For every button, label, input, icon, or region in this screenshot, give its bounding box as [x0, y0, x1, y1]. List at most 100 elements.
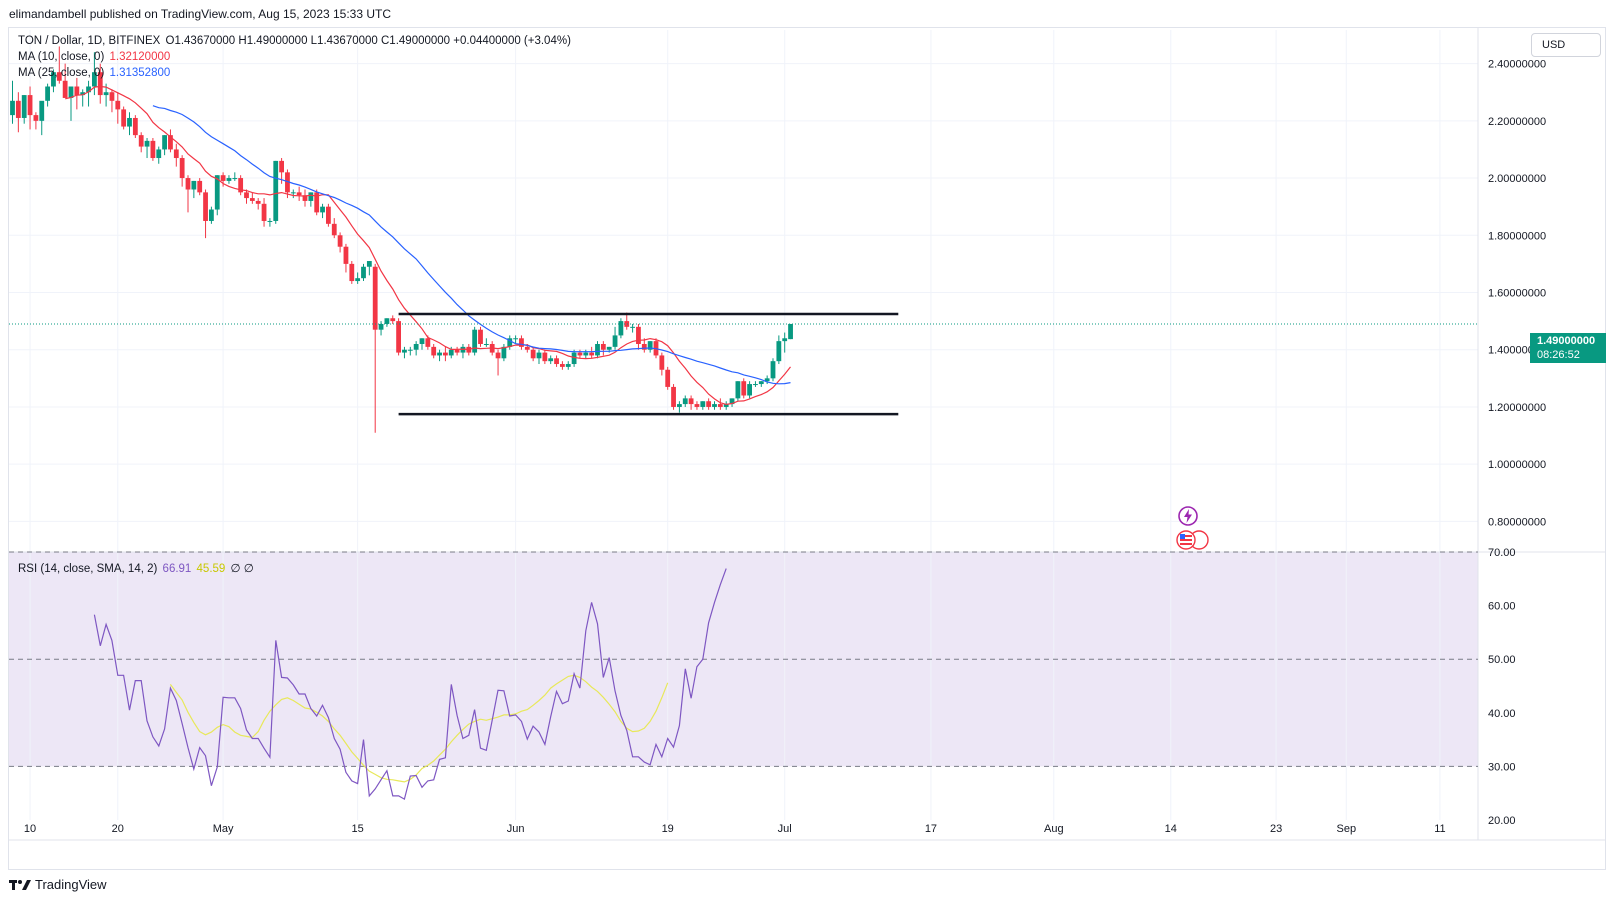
- rsi-line: [93, 568, 727, 801]
- time-tick-label: Jul: [778, 823, 792, 835]
- time-tick-label: 10: [24, 823, 36, 835]
- price-tick-label: 1.20000000: [1488, 402, 1546, 414]
- candle-body: [220, 175, 226, 181]
- time-tick-label: 14: [1165, 823, 1177, 835]
- candle-body: [589, 352, 595, 356]
- chart-frame: [8, 27, 1606, 870]
- price-tick-label: 2.20000000: [1488, 116, 1546, 128]
- candle-body: [238, 178, 244, 193]
- rsi-tick-label: 30.00: [1488, 761, 1516, 773]
- candle-body: [519, 338, 524, 347]
- candle-body: [191, 180, 197, 190]
- candle-body: [530, 349, 536, 359]
- time-tick-label: Sep: [1337, 823, 1357, 835]
- candle-body: [747, 384, 752, 396]
- candle-body: [606, 346, 612, 350]
- candle-body: [636, 326, 641, 344]
- candle-body: [577, 352, 583, 356]
- candle-body: [197, 180, 203, 193]
- candle-body: [624, 321, 630, 327]
- ma10-line: [65, 85, 791, 406]
- candle-body: [232, 178, 238, 180]
- time-tick-label: 11: [1434, 823, 1445, 835]
- candle-body: [15, 100, 21, 118]
- candle-body: [478, 329, 483, 344]
- candle-body: [665, 369, 671, 387]
- candle-body: [185, 178, 191, 190]
- candle-body: [103, 92, 109, 96]
- candle-body: [244, 192, 249, 199]
- candle-body: [372, 266, 378, 330]
- candle-body: [156, 149, 162, 159]
- candle-body: [548, 358, 554, 362]
- candle-body: [173, 149, 179, 159]
- legend-rsi-row[interactable]: RSI (14, close, SMA, 14, 2) 66.91 45.59 …: [18, 561, 254, 575]
- candle-body: [717, 404, 723, 407]
- candle-body: [571, 352, 577, 365]
- candle-body: [337, 235, 343, 247]
- candle-body: [115, 100, 121, 110]
- legend-ma25-row[interactable]: MA (25, close, 0) 1.31352800: [18, 67, 170, 79]
- candle-body: [127, 117, 132, 127]
- candle-body: [21, 95, 27, 118]
- candle-body: [285, 172, 290, 193]
- candle-body: [261, 203, 267, 221]
- footer-brand[interactable]: TradingView: [9, 877, 107, 892]
- candle-body: [407, 349, 413, 351]
- published-info: elimandambell published on TradingView.c…: [9, 7, 392, 21]
- candle-body: [209, 209, 214, 221]
- price-tick-label: 2.40000000: [1488, 59, 1546, 71]
- time-tick-label: Jun: [507, 823, 525, 835]
- candle-body: [706, 401, 712, 407]
- lightning-icon[interactable]: [1177, 505, 1199, 527]
- time-tick-label: Aug: [1044, 823, 1064, 835]
- candle-body: [483, 344, 489, 345]
- candle-body: [290, 192, 296, 194]
- candle-body: [425, 338, 431, 347]
- candle-body: [583, 352, 589, 356]
- time-tick-label: 19: [662, 823, 674, 835]
- us-flag-icon[interactable]: [1175, 529, 1211, 551]
- candle-body: [226, 178, 232, 181]
- candle-body: [402, 349, 407, 353]
- candle-body: [168, 135, 173, 150]
- legend-symbol-row[interactable]: TON / Dollar, 1D, BITFINEX O1.43670000 H…: [18, 35, 571, 47]
- time-tick-label: May: [213, 823, 234, 835]
- candle-body: [618, 321, 624, 336]
- candle-body: [92, 72, 97, 87]
- candle-body: [788, 323, 793, 340]
- candle-body: [331, 223, 337, 236]
- candle-body: [343, 246, 349, 264]
- candle-body: [97, 72, 103, 96]
- legend-ohlc: O1.43670000 H1.49000000 L1.43670000 C1.4…: [165, 35, 571, 47]
- candle-body: [758, 381, 764, 385]
- candle-body: [349, 263, 355, 282]
- candle-body: [68, 86, 74, 98]
- candle-body: [782, 338, 788, 342]
- legend-ma25-value: 1.31352800: [109, 67, 171, 79]
- ma25-line: [152, 105, 791, 385]
- candle-body: [612, 335, 618, 347]
- legend-rsi-extra: ∅ ∅: [230, 563, 254, 575]
- price-tick-label: 0.80000000: [1488, 516, 1546, 528]
- footer-brand-label: TradingView: [35, 877, 107, 892]
- candle-body: [384, 318, 390, 324]
- candle-body: [314, 192, 320, 213]
- legend-symbol: TON / Dollar, 1D, BITFINEX: [18, 35, 161, 47]
- candle-body: [74, 86, 80, 96]
- candle-body: [700, 401, 706, 407]
- last-price-tag: 1.49000000 08:26:52: [1530, 333, 1606, 363]
- candle-body: [45, 86, 50, 101]
- currency-button[interactable]: USD: [1531, 33, 1601, 57]
- legend-ma25-label: MA (25, close, 0): [18, 67, 105, 79]
- candle-body: [741, 381, 747, 396]
- candle-body: [770, 361, 776, 379]
- price-tick-label: 2.00000000: [1488, 173, 1546, 185]
- candle-body: [80, 92, 86, 96]
- candle-body: [361, 266, 366, 279]
- last-price-value: 1.49000000: [1537, 335, 1596, 347]
- price-tick-label: 1.60000000: [1488, 288, 1546, 300]
- legend-ma10-row[interactable]: MA (10, close, 0) 1.32120000: [18, 51, 170, 63]
- candle-body: [162, 135, 167, 150]
